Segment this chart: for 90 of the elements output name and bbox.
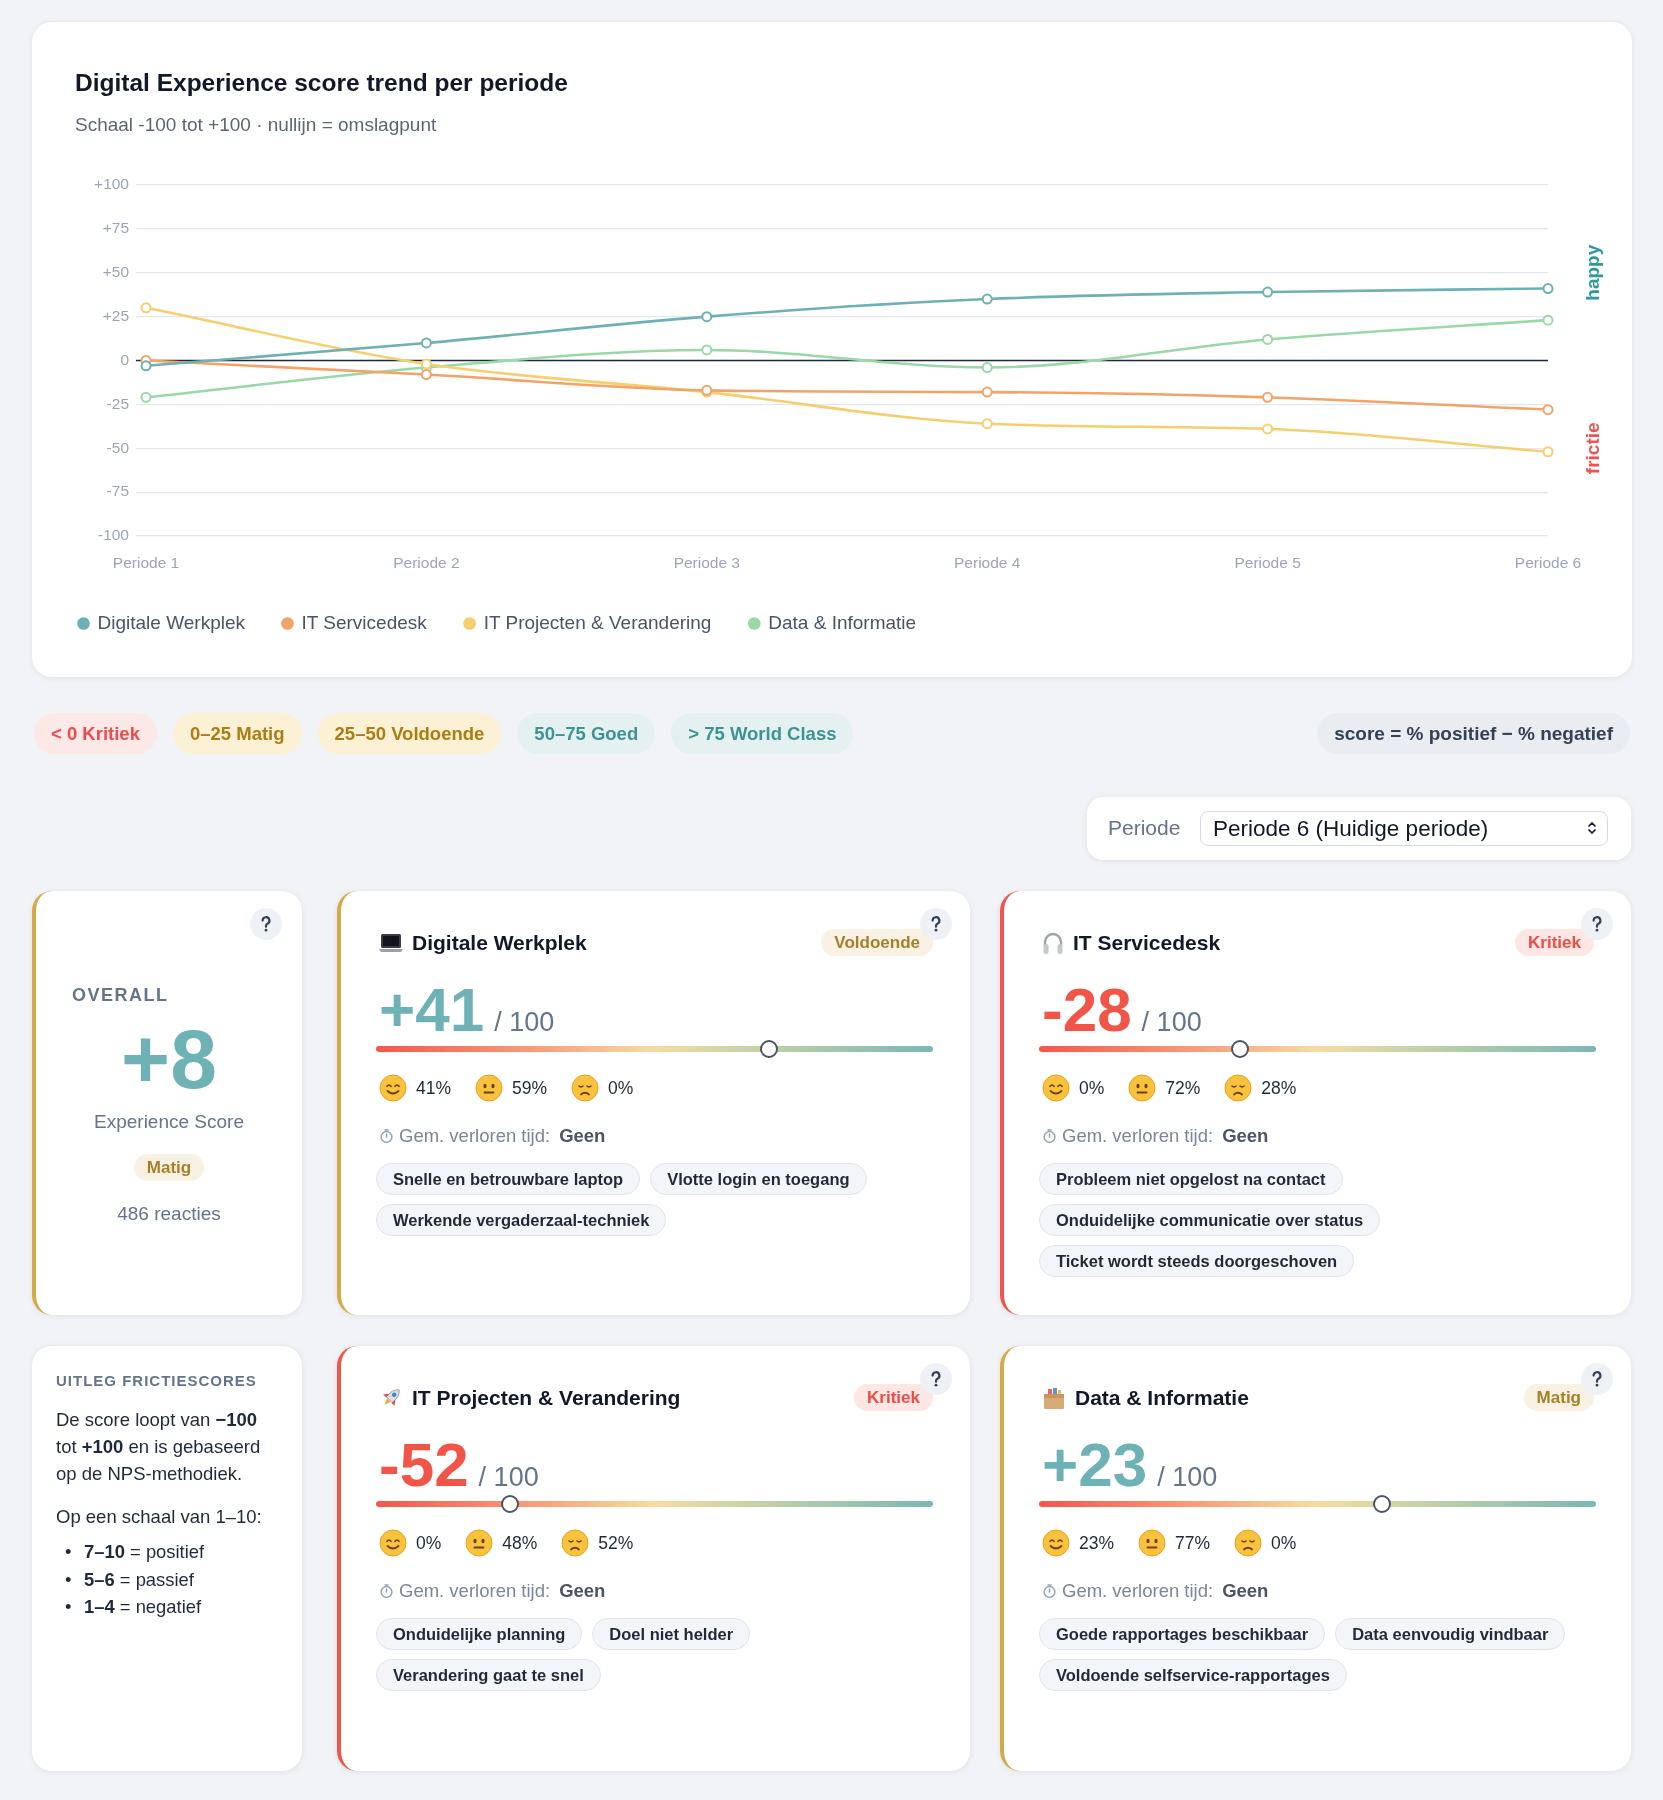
legend-label: Digitale Werkplek [97, 611, 246, 633]
text: Geen [1222, 1580, 1269, 1602]
y-tick-label: -50 [106, 438, 130, 456]
legend-label: IT Projecten & Verandering [483, 611, 712, 633]
text: 41% [416, 1077, 452, 1099]
chart-title: Digital Experience score trend per periode [75, 69, 568, 97]
y-tick-label: 0 [120, 350, 130, 368]
y-tick-label: +25 [102, 306, 129, 324]
text: Geen [559, 1580, 606, 1602]
text: Data & Informatie [1075, 1386, 1249, 1410]
text: IT Servicedesk [1073, 931, 1221, 955]
text: Voldoende selfservice-rapportages [1039, 1659, 1347, 1691]
x-tick-label: Periode 3 [673, 553, 740, 571]
text: Onduidelijke planning [376, 1618, 583, 1650]
text: • 5–6 = passief [65, 1567, 194, 1592]
text: / 100 [1141, 1007, 1202, 1038]
text: Kritiek [1515, 929, 1594, 956]
category-label: > 75 World Class [671, 713, 854, 754]
text: 0% [416, 1532, 442, 1554]
text: Op een schaal van 1–10: [56, 1505, 263, 1529]
text: Voldoende [821, 929, 933, 956]
chart-subtitle: Schaal -100 tot +100 · nullijn = omslagpunt [75, 114, 437, 136]
text: Werkende vergaderzaal-techniek [376, 1204, 667, 1236]
text: • 7–10 = positief [65, 1540, 205, 1564]
text: score = % positief − % negatief [1317, 713, 1630, 754]
data-label: -52 [379, 1430, 469, 1499]
text: Periode [1108, 815, 1181, 841]
text: 28% [1261, 1077, 1297, 1099]
text: 23% [1079, 1532, 1115, 1554]
category-label: 0–25 Matig [172, 713, 302, 754]
text: • 1–4 = negatief [65, 1595, 202, 1619]
text: 486 reacties [116, 1202, 222, 1226]
text: Probleem niet opgelost na contact [1039, 1163, 1343, 1195]
y-tick-label: -25 [106, 394, 129, 412]
text: Doel niet helder [592, 1618, 751, 1650]
y-tick-label: +100 [94, 175, 130, 193]
text: Gem. verloren tijd: [399, 1580, 551, 1602]
text: +8 [120, 1012, 218, 1106]
text: 52% [598, 1532, 634, 1554]
y-tick-label: +75 [102, 219, 129, 237]
text: / 100 [478, 1462, 539, 1493]
text: frictie [1582, 422, 1604, 475]
y-tick-label: +50 [102, 263, 130, 281]
text: Goede rapportages beschikbaar [1039, 1618, 1326, 1650]
legend-label: Data & Informatie [768, 611, 917, 633]
y-tick-label: -75 [106, 482, 129, 500]
category-label: 25–50 Voldoende [317, 713, 502, 754]
data-label: -28 [1042, 975, 1132, 1044]
text: 0% [1271, 1532, 1297, 1554]
legend-label: IT Servicedesk [301, 611, 428, 633]
text: Digitale Werkplek [412, 931, 587, 955]
text: Snelle en betrouwbare laptop [376, 1163, 641, 1195]
text: IT Projecten & Verandering [412, 1386, 681, 1410]
category-label: < 0 Kritiek [34, 713, 157, 754]
text: Vlotte login en toegang [650, 1163, 867, 1195]
text: Geen [1222, 1125, 1269, 1147]
text: Matig [133, 1154, 205, 1181]
x-tick-label: Periode 2 [393, 553, 460, 571]
text: Onduidelijke communicatie over status [1039, 1204, 1381, 1236]
text: Experience Score [93, 1110, 245, 1134]
text: Ticket wordt steeds doorgeschoven [1039, 1245, 1355, 1277]
category-label: 50–75 Goed [517, 713, 656, 754]
text: Verandering gaat te snel [376, 1659, 601, 1691]
text: 0% [1079, 1077, 1105, 1099]
text: / 100 [1157, 1462, 1218, 1493]
data-label: +41 [379, 975, 485, 1044]
text: OVERALL [72, 984, 169, 1006]
text: / 100 [494, 1007, 555, 1038]
text: Gem. verloren tijd: [1062, 1125, 1214, 1147]
text: 77% [1175, 1532, 1211, 1554]
x-tick-label: Periode 1 [112, 553, 180, 571]
text: UITLEG FRICTIESCORES [56, 1372, 257, 1390]
text: 59% [512, 1077, 548, 1099]
text: happy [1582, 244, 1604, 301]
text: Geen [559, 1125, 606, 1147]
text: Matig [1523, 1384, 1594, 1411]
text: Kritiek [854, 1384, 933, 1411]
text: 72% [1165, 1077, 1201, 1099]
text: De score loopt van −100 tot +100 en is gebaseerd op de NPS-methodiek. [56, 1409, 261, 1484]
x-tick-label: Periode 4 [954, 553, 1021, 571]
text: Gem. verloren tijd: [399, 1125, 551, 1147]
text: Gem. verloren tijd: [1062, 1580, 1214, 1602]
x-tick-label: Periode 6 [1514, 553, 1582, 571]
text: Data eenvoudig vindbaar [1335, 1618, 1566, 1650]
text: 48% [502, 1532, 538, 1554]
data-label: +23 [1042, 1430, 1148, 1499]
y-tick-label: -100 [97, 526, 130, 544]
dropdown-field: Periode 6 (Huidige periode) [1200, 811, 1608, 846]
text: 0% [608, 1077, 634, 1099]
x-tick-label: Periode 5 [1234, 553, 1301, 571]
